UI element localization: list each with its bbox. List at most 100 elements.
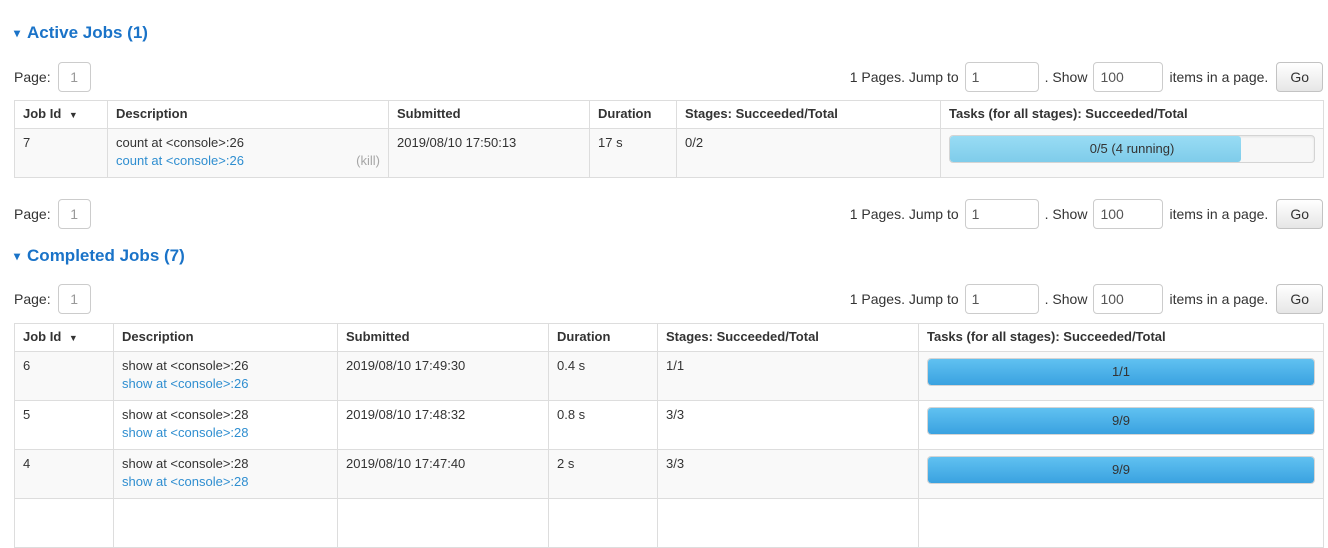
header-stages[interactable]: Stages: Succeeded/Total	[676, 100, 941, 129]
stages-cell: 1/1	[657, 351, 919, 401]
jump-to-page-input[interactable]	[964, 62, 1039, 92]
duration-cell: 2 s	[548, 449, 658, 499]
items-in-page-label: items in a page.	[1169, 69, 1269, 85]
job-detail-link[interactable]: show at <console>:28	[122, 425, 249, 440]
job-id-cell: 4	[14, 449, 114, 499]
show-label: . Show	[1044, 206, 1088, 222]
duration-cell: 0.4 s	[548, 351, 658, 401]
items-per-page-input[interactable]	[1093, 284, 1164, 314]
stages-cell: 3/3	[657, 449, 919, 499]
items-per-page-input[interactable]	[1093, 62, 1164, 92]
header-tasks[interactable]: Tasks (for all stages): Succeeded/Total	[918, 323, 1324, 352]
submitted-cell: 2019/08/10 17:50:13	[388, 128, 590, 178]
job-detail-link[interactable]: show at <console>:26	[122, 376, 249, 391]
table-row: 5 show at <console>:28 show at <console>…	[14, 400, 1324, 450]
job-id-cell: 6	[14, 351, 114, 401]
completed-jobs-pagination-top: Page: 1 Pages. Jump to . Show items in a…	[14, 284, 1323, 314]
active-jobs-pagination-top: Page: 1 Pages. Jump to . Show items in a…	[14, 62, 1323, 92]
progress-completed-fill	[928, 408, 1314, 434]
jump-to-page-input[interactable]	[964, 199, 1039, 229]
tasks-cell: 9/9	[918, 449, 1324, 499]
page-label: Page:	[14, 69, 51, 85]
page-label: Page:	[14, 291, 51, 307]
header-job-id[interactable]: Job Id ▼	[14, 100, 108, 129]
collapse-arrow-icon: ▾	[14, 249, 21, 263]
go-button[interactable]: Go	[1276, 62, 1323, 92]
active-jobs-heading-label: Active Jobs (1)	[27, 23, 148, 42]
description-title: show at <console>:28	[122, 407, 249, 422]
description-cell: count at <console>:26 count at <console>…	[107, 128, 389, 178]
submitted-cell: 2019/08/10 17:48:32	[337, 400, 549, 450]
header-submitted[interactable]: Submitted	[388, 100, 590, 129]
jump-to-page-input[interactable]	[964, 284, 1039, 314]
job-id-cell: 5	[14, 400, 114, 450]
header-description[interactable]: Description	[107, 100, 389, 129]
active-jobs-pagination-bottom: Page: 1 Pages. Jump to . Show items in a…	[14, 199, 1323, 229]
pages-jump-label: 1 Pages. Jump to	[849, 291, 959, 307]
tasks-progress-bar: 0/5 (4 running)	[949, 135, 1315, 163]
description-cell: show at <console>:26 show at <console>:2…	[113, 351, 338, 401]
items-in-page-label: items in a page.	[1169, 206, 1269, 222]
job-detail-link[interactable]: show at <console>:28	[122, 474, 249, 489]
active-jobs-table: Job Id ▼ Description Submitted Duration …	[14, 100, 1324, 178]
progress-completed-fill	[928, 457, 1314, 483]
page-number-input[interactable]	[57, 284, 91, 314]
collapse-arrow-icon: ▾	[14, 26, 21, 40]
submitted-cell: 2019/08/10 17:49:30	[337, 351, 549, 401]
pages-jump-label: 1 Pages. Jump to	[849, 69, 959, 85]
job-detail-link[interactable]: count at <console>:26	[116, 153, 244, 168]
sort-desc-icon: ▼	[68, 110, 78, 120]
header-duration[interactable]: Duration	[548, 323, 658, 352]
header-tasks[interactable]: Tasks (for all stages): Succeeded/Total	[940, 100, 1324, 129]
page-number-input[interactable]	[57, 199, 91, 229]
stages-cell: 3/3	[657, 400, 919, 450]
header-submitted[interactable]: Submitted	[337, 323, 549, 352]
active-table-header-row: Job Id ▼ Description Submitted Duration …	[14, 100, 1324, 129]
progress-label: 9/9	[1111, 462, 1131, 477]
active-jobs-heading[interactable]: ▾ Active Jobs (1)	[14, 23, 1323, 43]
table-row: 4 show at <console>:28 show at <console>…	[14, 449, 1324, 499]
header-stages[interactable]: Stages: Succeeded/Total	[657, 323, 919, 352]
completed-jobs-heading-label: Completed Jobs (7)	[27, 246, 185, 265]
duration-cell: 0.8 s	[548, 400, 658, 450]
completed-jobs-heading[interactable]: ▾ Completed Jobs (7)	[14, 246, 1323, 266]
description-title: show at <console>:28	[122, 456, 249, 471]
duration-cell: 17 s	[589, 128, 677, 178]
kill-job-link[interactable]: (kill)	[356, 153, 380, 168]
submitted-cell: 2019/08/10 17:47:40	[337, 449, 549, 499]
go-button[interactable]: Go	[1276, 284, 1323, 314]
tasks-progress-bar: 1/1	[927, 358, 1315, 386]
header-job-id[interactable]: Job Id ▼	[14, 323, 114, 352]
tasks-cell: 1/1	[918, 351, 1324, 401]
progress-completed-fill	[928, 359, 1314, 385]
header-job-id-label: Job Id	[23, 106, 62, 121]
tasks-cell: 0/5 (4 running)	[940, 128, 1324, 178]
job-id-cell: 7	[14, 128, 108, 178]
progress-label: 1/1	[1111, 364, 1131, 379]
description-title: show at <console>:26	[122, 358, 249, 373]
header-job-id-label: Job Id	[23, 329, 62, 344]
sort-desc-icon: ▼	[68, 333, 78, 343]
header-duration[interactable]: Duration	[589, 100, 677, 129]
show-label: . Show	[1044, 69, 1088, 85]
completed-jobs-table: Job Id ▼ Description Submitted Duration …	[14, 323, 1324, 548]
description-cell: show at <console>:28 show at <console>:2…	[113, 449, 338, 499]
tasks-progress-bar: 9/9	[927, 407, 1315, 435]
go-button[interactable]: Go	[1276, 199, 1323, 229]
completed-table-header-row: Job Id ▼ Description Submitted Duration …	[14, 323, 1324, 352]
table-row: 7 count at <console>:26 count at <consol…	[14, 128, 1324, 178]
description-title: count at <console>:26	[116, 135, 244, 150]
table-row: 6 show at <console>:26 show at <console>…	[14, 351, 1324, 401]
page-number-input[interactable]	[57, 62, 91, 92]
progress-running-fill	[950, 136, 1242, 162]
items-per-page-input[interactable]	[1093, 199, 1164, 229]
description-cell: show at <console>:28 show at <console>:2…	[113, 400, 338, 450]
table-row-partial	[14, 498, 1324, 548]
pages-jump-label: 1 Pages. Jump to	[849, 206, 959, 222]
items-in-page-label: items in a page.	[1169, 291, 1269, 307]
progress-label: 0/5 (4 running)	[1089, 141, 1175, 156]
progress-label: 9/9	[1111, 413, 1131, 428]
page-label: Page:	[14, 206, 51, 222]
page-container: ▾ Active Jobs (1) Page: 1 Pages. Jump to…	[14, 0, 1324, 548]
header-description[interactable]: Description	[113, 323, 338, 352]
